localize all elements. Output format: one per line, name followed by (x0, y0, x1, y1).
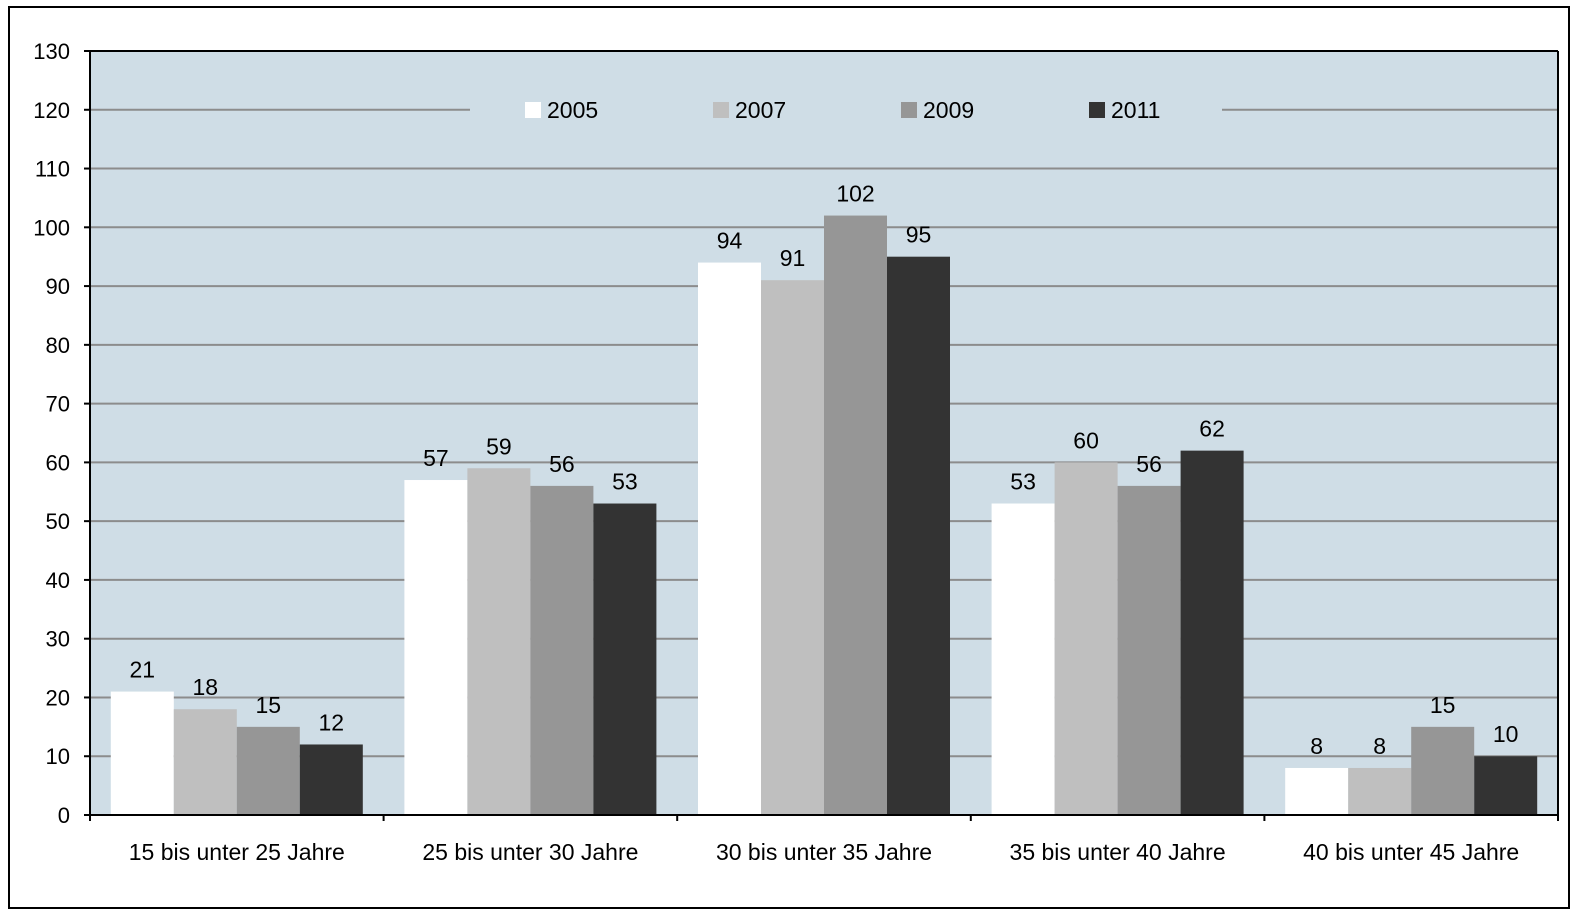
bar-2011-4 (1180, 450, 1244, 815)
data-label: 53 (612, 469, 638, 495)
legend-swatch-2009 (901, 102, 917, 118)
category-label: 40 bis unter 45 Jahre (1303, 839, 1519, 865)
data-label: 91 (780, 245, 806, 271)
data-label: 8 (1310, 733, 1323, 759)
data-label: 94 (717, 228, 743, 254)
y-tick-label: 70 (46, 392, 70, 417)
legend-swatch-2005 (525, 102, 541, 118)
data-label: 53 (1010, 469, 1036, 495)
legend-label-2005: 2005 (547, 97, 598, 123)
y-tick-label: 90 (46, 274, 70, 299)
legend-label-2009: 2009 (923, 97, 974, 123)
data-label: 8 (1373, 733, 1386, 759)
bar-2011-1 (299, 744, 363, 815)
y-tick-label: 100 (33, 215, 70, 240)
data-label: 18 (193, 674, 219, 700)
bar-2009-5 (1411, 726, 1475, 815)
bar-2011-2 (593, 503, 657, 815)
y-tick-label: 10 (46, 744, 70, 769)
y-tick-label: 110 (35, 157, 70, 182)
bar-2005-5 (1285, 767, 1349, 815)
bar-2009-4 (1117, 485, 1181, 815)
legend-swatch-2007 (713, 102, 729, 118)
data-label: 15 (1430, 692, 1456, 718)
y-tick-label: 130 (33, 39, 70, 64)
data-label: 102 (836, 181, 874, 207)
bar-2007-5 (1348, 767, 1412, 815)
bar-2009-3 (824, 215, 887, 816)
data-label: 59 (486, 433, 512, 459)
legend-swatch-2011 (1089, 102, 1105, 118)
bar-2005-4 (991, 503, 1055, 815)
category-label: 25 bis unter 30 Jahre (422, 839, 638, 865)
category-label: 15 bis unter 25 Jahre (129, 839, 345, 865)
bar-2007-4 (1054, 462, 1118, 815)
legend-label-2011: 2011 (1111, 97, 1160, 123)
bar-2007-1 (173, 709, 237, 815)
y-tick-label: 50 (46, 509, 70, 534)
bar-2005-3 (698, 262, 761, 816)
y-tick-label: 120 (33, 98, 70, 123)
bar-2005-1 (110, 691, 174, 815)
bar-2009-1 (236, 726, 300, 815)
data-label: 56 (549, 451, 575, 477)
y-tick-label: 40 (46, 568, 70, 593)
data-label: 10 (1493, 721, 1519, 747)
y-tick-label: 30 (46, 627, 70, 652)
bar-2007-2 (467, 468, 531, 815)
data-label: 62 (1199, 416, 1225, 442)
legend-label-2007: 2007 (735, 97, 786, 123)
data-label: 56 (1136, 451, 1162, 477)
y-tick-label: 80 (46, 333, 70, 358)
data-label: 15 (256, 692, 282, 718)
y-tick-label: 0 (58, 803, 70, 828)
bar-2011-3 (887, 256, 950, 815)
data-label: 12 (319, 709, 345, 735)
bar-2005-2 (404, 480, 468, 815)
data-label: 57 (423, 445, 449, 471)
y-tick-label: 20 (46, 685, 70, 710)
bar-2009-2 (530, 485, 594, 815)
y-tick-label: 60 (46, 450, 70, 475)
data-label: 60 (1073, 427, 1099, 453)
bar-2011-5 (1474, 756, 1538, 815)
data-label: 21 (130, 657, 156, 683)
category-label: 30 bis unter 35 Jahre (716, 839, 932, 865)
bar-2007-3 (761, 280, 824, 815)
category-label: 35 bis unter 40 Jahre (1010, 839, 1226, 865)
data-label: 95 (906, 222, 932, 248)
